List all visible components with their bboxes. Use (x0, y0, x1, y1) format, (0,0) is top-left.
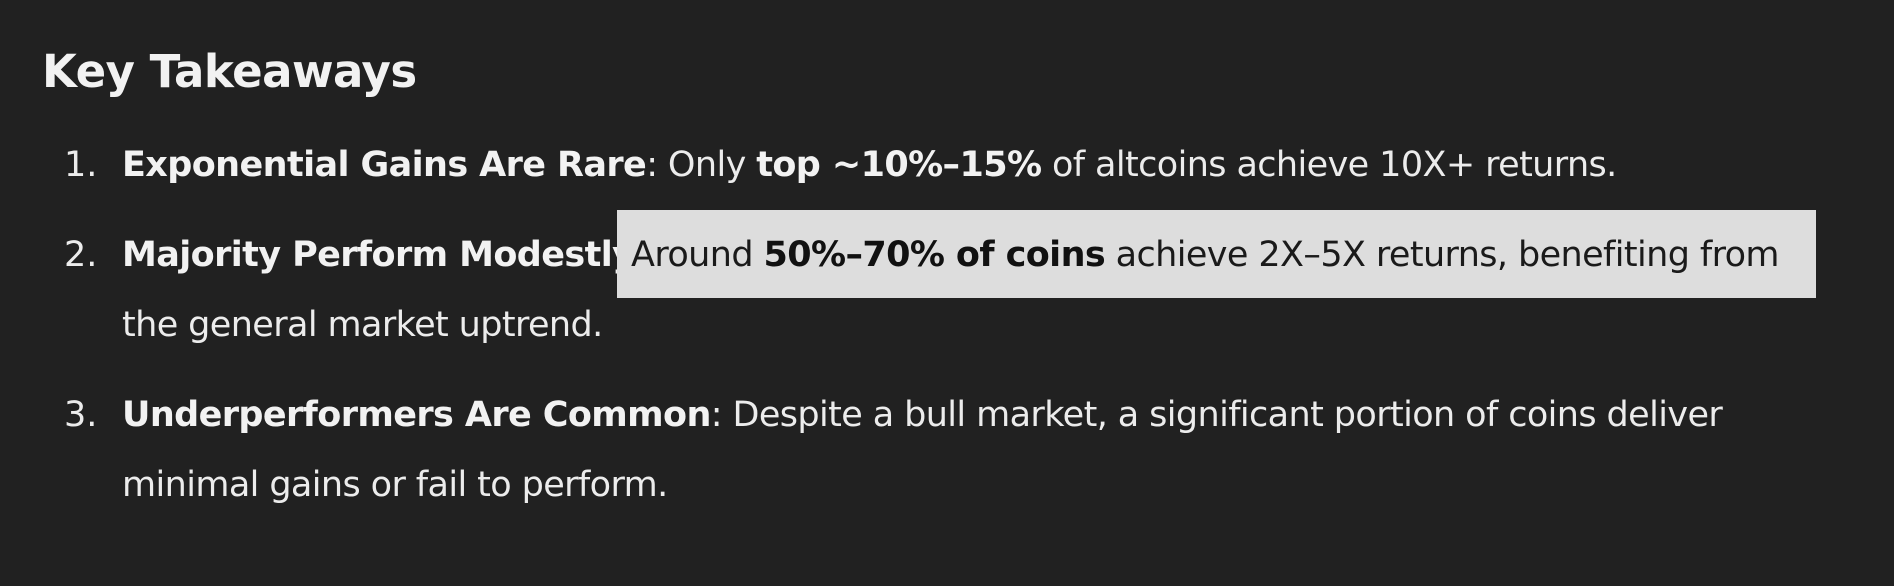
list-number: 1. (64, 145, 98, 185)
list-line: Majority Perform Modestly: (122, 220, 646, 290)
item-text: Only (657, 145, 757, 185)
item-title: Underperformers Are Common (122, 395, 711, 435)
item-bold-text: top ~10%–15% (756, 145, 1042, 185)
selected-text-lead: Around (631, 235, 764, 275)
selected-text-tail: achieve 2X–5X returns, benefiting from (1105, 235, 1780, 275)
item-title: Majority Perform Modestly (122, 235, 635, 275)
item-title: Exponential Gains Are Rare (122, 145, 647, 185)
item-text: of altcoins achieve 10X+ returns. (1041, 145, 1617, 185)
text-selection-highlight[interactable] (617, 210, 1816, 298)
list-line: Underperformers Are Common: Despite a bu… (122, 380, 1723, 450)
list-number: 2. (64, 235, 98, 275)
item-colon: : (710, 395, 723, 435)
selected-text[interactable]: Around 50%–70% of coins achieve 2X–5X re… (631, 220, 1780, 290)
list-continuation: minimal gains or fail to perform. (122, 465, 668, 505)
list-number: 3. (64, 395, 98, 435)
page-heading: Key Takeaways (42, 45, 417, 98)
item-colon: : (646, 145, 658, 185)
list-line: Exponential Gains Are Rare: Only top ~10… (122, 130, 1617, 200)
list-continuation: the general market uptrend. (122, 305, 603, 345)
item-text: Despite a bull market, a significant por… (721, 395, 1723, 435)
selected-text-bold: 50%–70% of coins (763, 235, 1106, 275)
